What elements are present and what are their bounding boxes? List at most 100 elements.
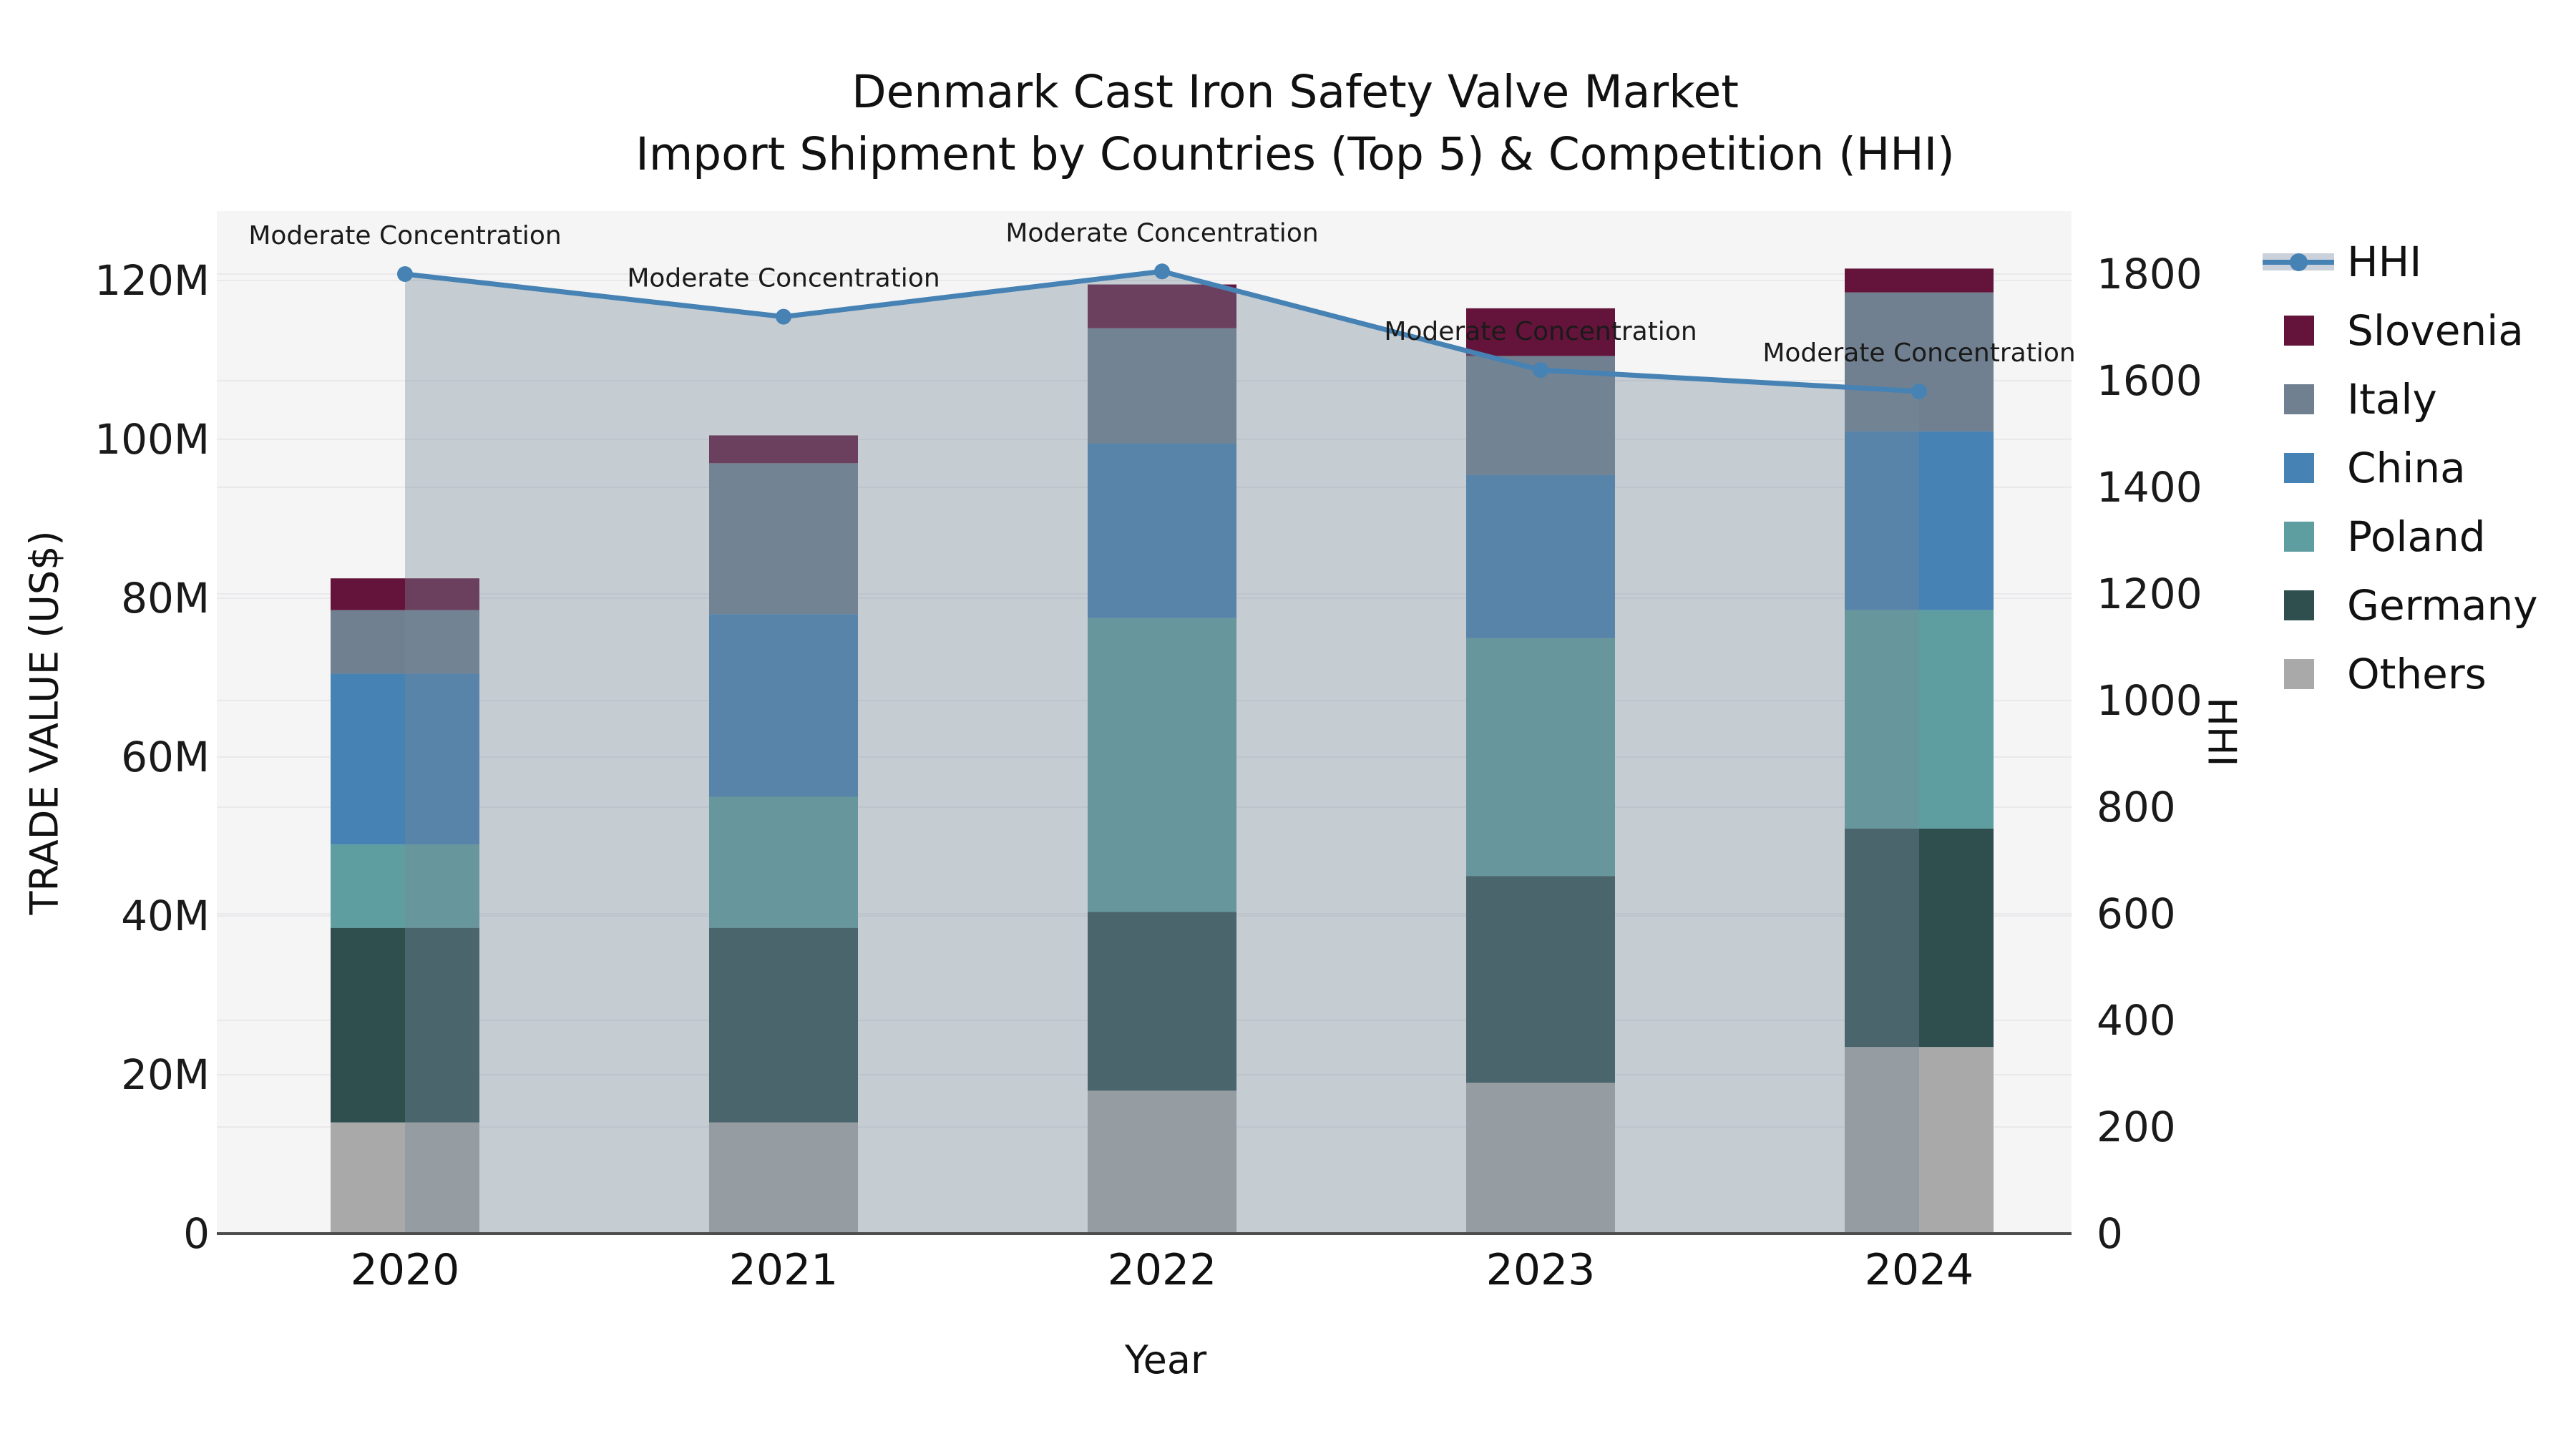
legend-swatch-china — [2263, 453, 2347, 483]
color-swatch-icon — [2284, 384, 2314, 414]
legend-label-others: Others — [2347, 650, 2487, 698]
left-axis-title: TRADE VALUE (US$) — [21, 530, 67, 915]
right-tick-600: 600 — [2097, 889, 2176, 938]
bar-segment-slovenia-2020 — [331, 578, 479, 610]
legend-item-hhi: HHI — [2263, 228, 2538, 296]
bar-segment-poland-2023 — [1466, 638, 1615, 877]
bar-segment-slovenia-2023 — [1466, 308, 1615, 356]
left-tick-100M: 100M — [94, 415, 210, 464]
annotations: Moderate Concentration Moderate Concentra… — [248, 218, 2075, 368]
legend-swatch-italy — [2263, 384, 2347, 414]
legend-label-italy: Italy — [2347, 375, 2437, 424]
annotation-2023: Moderate Concentration — [1384, 317, 1697, 346]
right-tick-1200: 1200 — [2097, 570, 2202, 618]
hhi-marker-2023 — [1533, 362, 1548, 379]
bar-segment-slovenia-2024 — [1845, 268, 1994, 293]
bar-segment-others-2021 — [709, 1122, 858, 1234]
x-axis-title: Year — [1124, 1337, 1207, 1382]
color-swatch-icon — [2284, 659, 2314, 689]
right-tick-1000: 1000 — [2097, 676, 2202, 725]
legend-item-germany: Germany — [2263, 571, 2538, 640]
bar-segment-poland-2020 — [331, 844, 479, 928]
legend: HHI Slovenia Italy China Poland Germany Others — [2263, 228, 2538, 708]
x-tick-2023: 2023 — [1486, 1245, 1596, 1295]
color-swatch-icon — [2284, 453, 2314, 483]
chart-title-line1: Denmark Cast Iron Safety Valve Market — [852, 66, 1739, 118]
bar-segment-others-2022 — [1088, 1091, 1236, 1234]
legend-swatch-hhi-line — [2263, 247, 2347, 277]
bar-segment-slovenia-2022 — [1088, 284, 1236, 328]
legend-item-italy: Italy — [2263, 365, 2538, 434]
legend-swatch-germany — [2263, 590, 2347, 620]
bar-segment-china-2023 — [1466, 474, 1615, 638]
bar-segment-germany-2020 — [331, 927, 479, 1123]
bar-segment-italy-2024 — [1845, 292, 1994, 431]
x-tick-2024: 2024 — [1865, 1245, 1974, 1295]
left-tick-labels: 0 20M 40M 60M 80M 100M 120M — [94, 256, 210, 1258]
right-axis-title: HHI — [2199, 697, 2245, 767]
color-swatch-icon — [2284, 316, 2314, 346]
legend-item-others: Others — [2263, 640, 2538, 708]
right-tick-0: 0 — [2097, 1209, 2123, 1258]
hhi-area — [405, 271, 1919, 1234]
bar-segment-poland-2021 — [709, 796, 858, 928]
right-tick-labels: 0 200 400 600 800 1000 1200 1400 1600 1800 — [2097, 250, 2202, 1258]
legend-label-slovenia: Slovenia — [2347, 306, 2524, 355]
hhi-marker-2021 — [776, 308, 791, 325]
left-tick-60M: 60M — [121, 733, 210, 781]
x-tick-2020: 2020 — [351, 1245, 460, 1295]
bar-segment-italy-2020 — [331, 610, 479, 674]
bar-segment-germany-2021 — [709, 927, 858, 1123]
bar-segment-others-2024 — [1845, 1047, 1994, 1234]
annotation-2022: Moderate Concentration — [1005, 218, 1318, 248]
x-tick-labels: 2020 2021 2022 2023 2024 — [351, 1245, 1974, 1295]
hhi-line-icon — [2263, 247, 2334, 277]
legend-label-hhi: HHI — [2347, 238, 2422, 286]
right-tick-400: 400 — [2097, 996, 2176, 1045]
bar-segment-poland-2024 — [1845, 610, 1994, 829]
x-tick-2021: 2021 — [729, 1245, 839, 1295]
bar-segment-others-2020 — [331, 1122, 479, 1234]
bar-segment-germany-2022 — [1088, 912, 1236, 1091]
bar-segment-others-2023 — [1466, 1083, 1615, 1234]
bars-group — [331, 268, 1994, 1234]
right-tick-800: 800 — [2097, 783, 2176, 831]
bar-segment-italy-2022 — [1088, 328, 1236, 444]
legend-label-china: China — [2347, 444, 2466, 492]
legend-swatch-poland — [2263, 522, 2347, 552]
color-swatch-icon — [2284, 522, 2314, 552]
legend-swatch-others — [2263, 659, 2347, 689]
left-tick-40M: 40M — [121, 892, 210, 940]
right-tick-1600: 1600 — [2097, 356, 2202, 405]
bar-segment-slovenia-2021 — [709, 435, 858, 464]
bar-segment-china-2021 — [709, 614, 858, 797]
bar-segment-germany-2023 — [1466, 876, 1615, 1083]
bar-segment-china-2022 — [1088, 443, 1236, 618]
color-swatch-icon — [2284, 590, 2314, 620]
bar-segment-germany-2024 — [1845, 828, 1994, 1048]
chart-title-line2: Import Shipment by Countries (Top 5) & C… — [635, 128, 1955, 180]
left-tick-80M: 80M — [121, 574, 210, 623]
x-tick-2022: 2022 — [1108, 1245, 1217, 1295]
right-tick-1800: 1800 — [2097, 250, 2202, 298]
legend-swatch-slovenia — [2263, 316, 2347, 346]
annotation-2021: Moderate Concentration — [627, 264, 940, 293]
right-tick-200: 200 — [2097, 1103, 2176, 1151]
legend-item-slovenia: Slovenia — [2263, 296, 2538, 365]
hhi-marker-2022 — [1154, 263, 1170, 280]
left-tick-20M: 20M — [121, 1050, 210, 1099]
left-tick-0: 0 — [183, 1209, 210, 1258]
legend-item-china: China — [2263, 434, 2538, 502]
bar-segment-china-2024 — [1845, 431, 1994, 610]
right-tick-1400: 1400 — [2097, 463, 2202, 512]
legend-item-poland: Poland — [2263, 502, 2538, 571]
annotation-2020: Moderate Concentration — [248, 221, 561, 250]
hhi-marker-2024 — [1911, 383, 1927, 399]
annotation-2024: Moderate Concentration — [1762, 338, 2075, 368]
bar-segment-poland-2022 — [1088, 618, 1236, 912]
bar-segment-china-2020 — [331, 673, 479, 845]
legend-label-poland: Poland — [2347, 512, 2486, 561]
bar-segment-italy-2021 — [709, 463, 858, 615]
